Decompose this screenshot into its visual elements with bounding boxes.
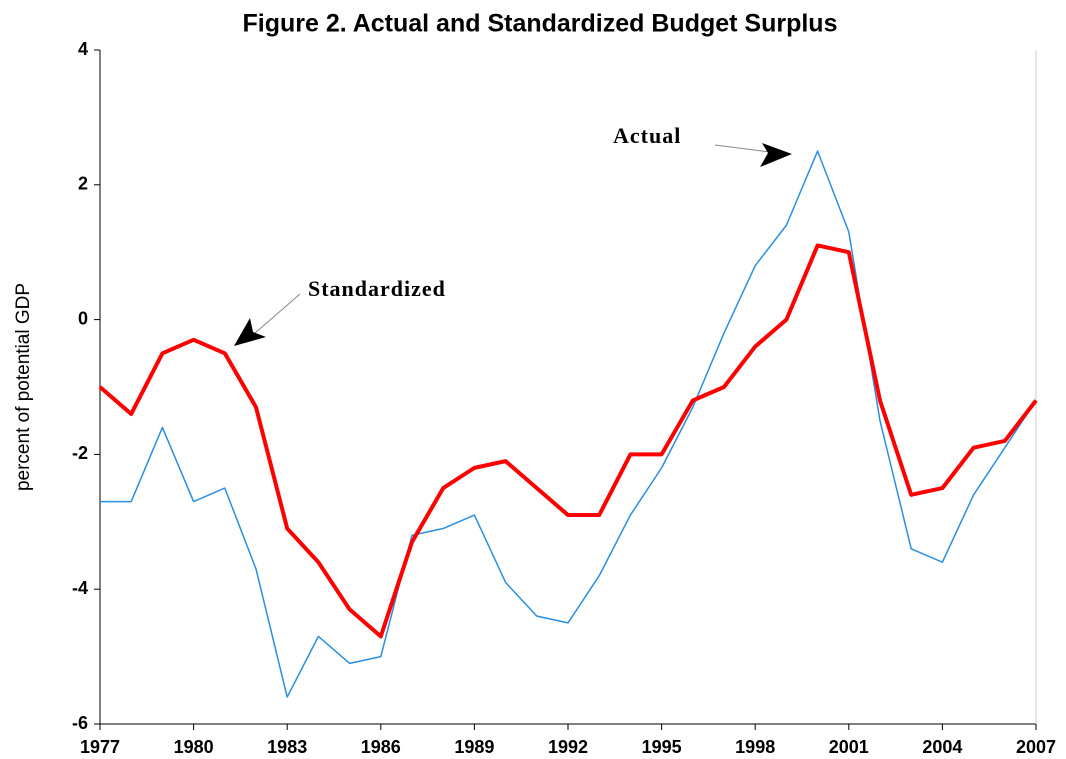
x-tick-label: 2007 (1016, 737, 1056, 757)
series-line (100, 150, 1037, 698)
annotation: Standardized (308, 276, 446, 301)
x-tick-label: 2001 (829, 737, 869, 757)
y-tick-label: 0 (78, 308, 88, 328)
y-tick-label: -2 (72, 443, 88, 463)
y-tick-label: 2 (78, 174, 88, 194)
x-tick-label: 1983 (267, 737, 307, 757)
x-tick-label: 1995 (642, 737, 682, 757)
annotation: Actual (613, 123, 681, 148)
y-tick-label: -6 (72, 713, 88, 733)
standardized-arrow (234, 293, 301, 346)
series-line (98, 243, 1038, 639)
x-tick-label: 2004 (922, 737, 962, 757)
y-tick-label: -4 (72, 578, 88, 598)
x-tick-label: 1992 (548, 737, 588, 757)
x-tick-label: 1998 (735, 737, 775, 757)
actual-arrow (714, 143, 792, 167)
x-tick-label: 1989 (454, 737, 494, 757)
y-axis-label: percent of potential GDP (13, 283, 34, 491)
x-tick-label: 1977 (80, 737, 120, 757)
x-tick-label: 1980 (174, 737, 214, 757)
x-tick-label: 1986 (361, 737, 401, 757)
chart-title: Figure 2. Actual and Standardized Budget… (243, 10, 838, 38)
y-tick-label: 4 (78, 39, 88, 59)
